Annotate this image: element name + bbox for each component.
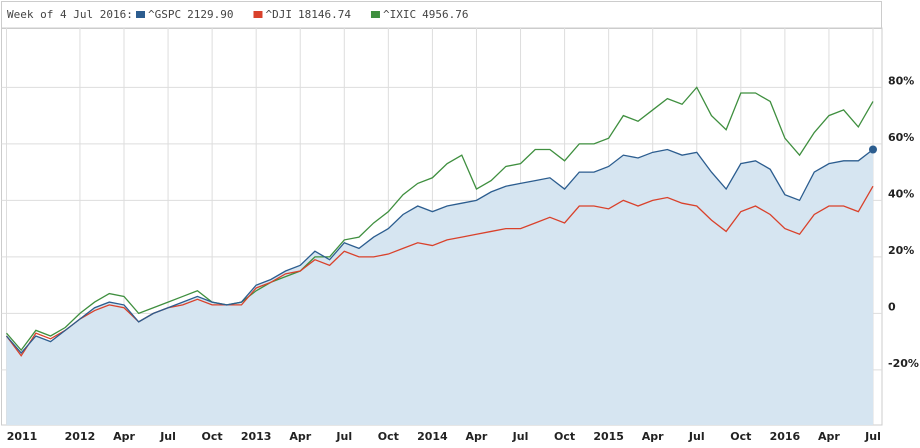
- y-tick-label: 0: [888, 300, 896, 313]
- x-tick-label: 2016: [770, 430, 801, 443]
- x-tick-label: Oct: [554, 430, 575, 443]
- x-tick-label: Apr: [289, 430, 311, 443]
- legend-name: ^IXIC: [383, 8, 416, 21]
- legend-name: ^GSPC: [148, 8, 181, 21]
- legend-name: ^DJI: [265, 8, 292, 21]
- legend-quote: 18146.74: [298, 8, 351, 21]
- x-tick-label: Jul: [335, 430, 352, 443]
- x-tick-label: Jul: [688, 430, 705, 443]
- chart-title: Week of 4 Jul 2016:: [7, 8, 133, 21]
- x-tick-label: Jul: [864, 430, 881, 443]
- y-tick-label: -20%: [888, 357, 919, 370]
- legend-swatch: [253, 11, 263, 18]
- area: [6, 149, 873, 426]
- y-tick-label: 20%: [888, 244, 914, 257]
- y-tick-label: 40%: [888, 187, 914, 200]
- x-tick-label: Oct: [378, 430, 399, 443]
- legend-swatch: [136, 11, 145, 18]
- line: [6, 86, 874, 352]
- x-tick-label: Jul: [512, 430, 529, 443]
- line: [6, 148, 874, 354]
- x-tick-label: Jul: [159, 430, 176, 443]
- x-tick-label: Apr: [466, 430, 488, 443]
- x-tick-label: Apr: [642, 430, 664, 443]
- x-tick-label: 2012: [65, 430, 96, 443]
- x-tick-label: 2014: [417, 430, 448, 443]
- y-tick-label: 60%: [888, 131, 914, 144]
- end-dot: [869, 145, 877, 154]
- x-tick-label: 2015: [593, 430, 624, 443]
- legend-quote: 2129.90: [187, 8, 233, 21]
- x-tick-label: Oct: [730, 430, 751, 443]
- x-tick-label: 2013: [241, 430, 272, 443]
- legend-swatch: [370, 11, 380, 18]
- legend-quote: 4956.76: [422, 8, 468, 21]
- y-tick-label: 80%: [888, 74, 914, 87]
- header-box: [1, 1, 882, 29]
- x-tick-label: Apr: [113, 430, 135, 443]
- x-tick-label: 2011: [7, 430, 38, 443]
- x-tick-label: Oct: [202, 430, 223, 443]
- x-tick-label: Apr: [818, 430, 840, 443]
